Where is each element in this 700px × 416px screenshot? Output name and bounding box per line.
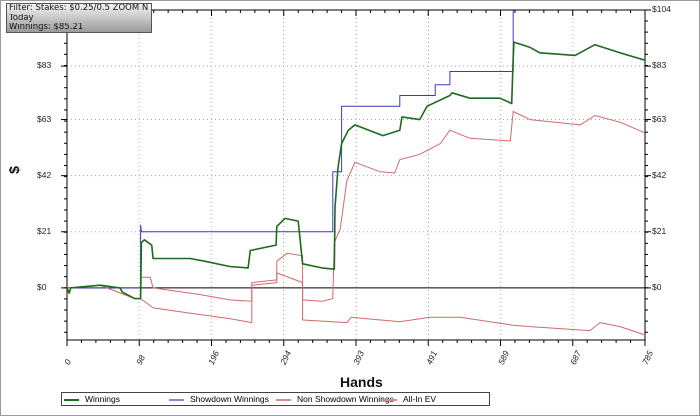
y-tick-label-left: $42	[37, 169, 52, 180]
chart-legend: Winnings Showdown Winnings Non Showdown …	[61, 392, 490, 406]
legend-swatch	[276, 398, 291, 401]
y-tick-label-right: $83	[652, 60, 667, 71]
series-line-winnings	[67, 41, 645, 300]
legend-label: All-In EV	[403, 394, 437, 404]
y-tick-label-right: $21	[652, 225, 667, 236]
y-tick-label-right: $42	[652, 169, 667, 180]
legend-label: Non Showdown Winnings	[297, 394, 394, 404]
legend-label: Showdown Winnings	[190, 394, 269, 404]
y-tick-label-left: $0	[37, 281, 47, 292]
series-line-non-showdown-winnings	[67, 272, 645, 336]
legend-label: Winnings	[85, 394, 120, 404]
legend-item-non-showdown: Non Showdown Winnings	[276, 393, 394, 405]
y-tick-label-left: $21	[37, 225, 52, 236]
x-axis-title: Hands	[340, 374, 383, 390]
filter-text: Filter: Stakes: $0.25/0.5 ZOOM NL	[9, 4, 149, 13]
period-text: Today	[9, 13, 34, 23]
filter-info-box: Filter: Stakes: $0.25/0.5 ZOOM NL Today …	[6, 3, 152, 33]
legend-item-showdown: Showdown Winnings	[169, 393, 269, 405]
series-line-showdown-winnings	[67, 10, 514, 289]
legend-swatch	[382, 398, 397, 401]
y-tick-label-right: $104	[652, 4, 671, 14]
legend-item-allin-ev: All-In EV	[382, 393, 436, 405]
legend-item-winnings: Winnings	[64, 393, 120, 405]
y-tick-label-right: $63	[652, 113, 667, 124]
series-line-all-in-ev	[67, 111, 645, 302]
y-tick-label-left: $63	[37, 113, 52, 124]
winnings-text: Winnings: $85.21	[9, 23, 84, 33]
y-axis-title: $	[5, 166, 22, 174]
y-tick-label-left: $83	[37, 60, 52, 71]
legend-swatch	[64, 398, 79, 401]
y-tick-label-right: $0	[652, 281, 662, 292]
legend-swatch	[169, 398, 184, 401]
